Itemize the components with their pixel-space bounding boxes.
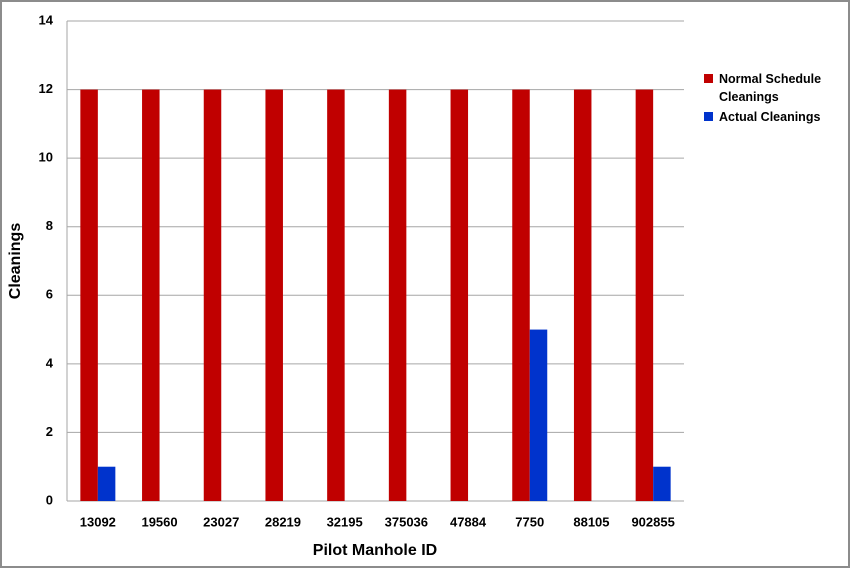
bar — [512, 89, 530, 502]
legend-item: Actual Cleanings — [704, 108, 844, 126]
y-tick-label: 14 — [39, 12, 54, 27]
y-tick-label: 2 — [46, 424, 53, 439]
y-tick-label: 0 — [46, 492, 53, 507]
y-tick-label: 6 — [46, 287, 53, 302]
bar — [450, 89, 469, 502]
y-tick-label: 4 — [46, 355, 54, 370]
x-tick-label: 23027 — [203, 514, 239, 529]
y-tick-label: 10 — [39, 150, 53, 165]
bar — [653, 466, 671, 501]
bar — [97, 466, 116, 501]
x-tick-label: 28219 — [265, 514, 301, 529]
legend-swatch — [704, 112, 713, 121]
y-tick-label: 12 — [39, 81, 53, 96]
x-tick-label: 32195 — [327, 514, 363, 529]
y-tick-label: 8 — [46, 218, 53, 233]
bar — [203, 89, 222, 502]
bar — [327, 89, 345, 502]
bar — [80, 89, 98, 502]
x-axis-title: Pilot Manhole ID — [313, 542, 437, 559]
legend-label: Normal Schedule Cleanings — [719, 72, 822, 104]
bar — [265, 89, 283, 502]
x-tick-label: 19560 — [141, 514, 177, 529]
legend: Normal Schedule Cleanings Actual Cleaning… — [704, 70, 844, 128]
legend-label: Actual Cleanings — [719, 110, 821, 124]
x-tick-label: 375036 — [385, 514, 428, 529]
y-axis-title: Cleanings — [7, 223, 24, 300]
bar — [529, 329, 548, 501]
legend-item: Normal Schedule Cleanings — [704, 70, 844, 106]
bar — [142, 89, 160, 502]
bar — [635, 89, 654, 502]
legend-swatch — [704, 74, 713, 83]
bar — [388, 89, 407, 502]
x-tick-label: 47884 — [450, 514, 487, 529]
x-tick-label: 13092 — [80, 514, 116, 529]
x-tick-label: 7750 — [515, 514, 544, 529]
x-tick-label: 902855 — [631, 514, 674, 529]
x-tick-label: 88105 — [573, 514, 609, 529]
bar — [573, 89, 592, 502]
